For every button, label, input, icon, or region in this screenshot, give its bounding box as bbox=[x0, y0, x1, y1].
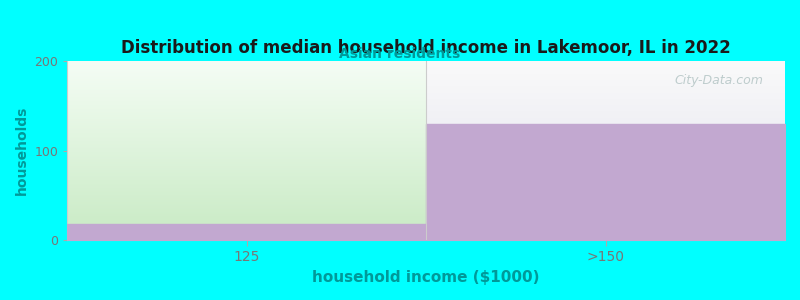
Text: City-Data.com: City-Data.com bbox=[674, 74, 763, 87]
Y-axis label: households: households bbox=[15, 106, 29, 195]
Title: Distribution of median household income in Lakemoor, IL in 2022: Distribution of median household income … bbox=[122, 39, 731, 57]
X-axis label: household income ($1000): household income ($1000) bbox=[313, 270, 540, 285]
Text: Asian residents: Asian residents bbox=[339, 46, 461, 61]
